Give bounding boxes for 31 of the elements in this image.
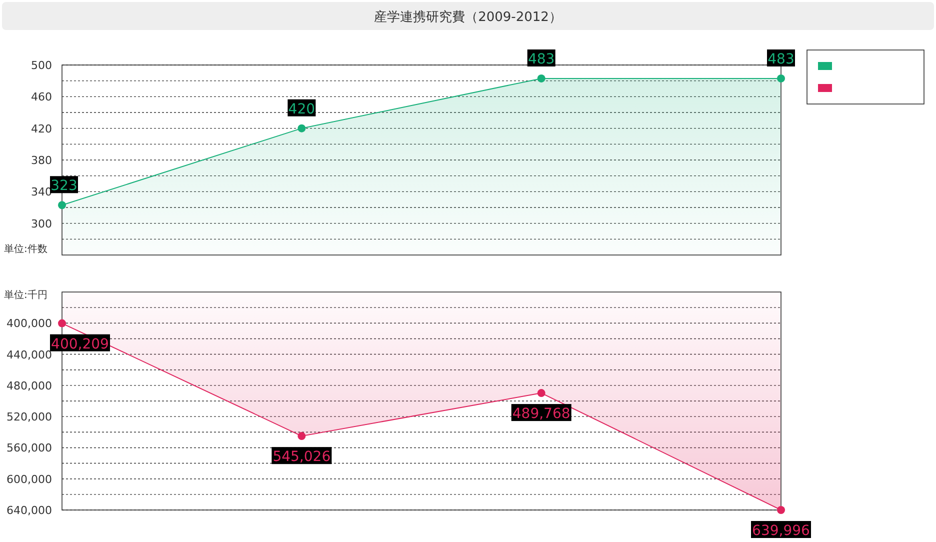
point — [777, 506, 785, 514]
y-tick-label: 380 — [31, 154, 52, 167]
point — [537, 389, 546, 398]
data-label: 545,026 — [272, 449, 331, 466]
point — [777, 74, 785, 82]
y-tick-label: 500 — [31, 59, 52, 72]
point — [298, 432, 306, 440]
text: 単位:件数 — [4, 243, 48, 255]
y-tick-label: 440,000 — [6, 348, 52, 362]
y-tick-label: 300 — [31, 217, 52, 230]
text: 単位:千円 — [4, 289, 48, 301]
chart-title: 産学連携研究費（2009-2012） — [374, 9, 562, 25]
point — [537, 74, 546, 82]
data-label: 639,996 — [752, 522, 810, 539]
data-label: 489,768 — [512, 406, 570, 422]
y-tick-label: 420 — [31, 122, 52, 136]
y-tick-label: 480,000 — [6, 379, 52, 392]
y-tick-label: 600,000 — [6, 472, 52, 486]
data-label: 420 — [288, 101, 316, 118]
data-label: 323 — [50, 178, 78, 194]
data-label: 400,209 — [51, 336, 109, 352]
y-tick-label: 640,000 — [6, 504, 52, 517]
point — [58, 319, 66, 328]
y-tick-label: 520,000 — [6, 410, 52, 424]
point — [58, 201, 66, 210]
point — [298, 124, 306, 132]
data-label: 483 — [528, 51, 555, 68]
y-tick-label: 400,000 — [6, 317, 52, 330]
y-tick-label: 460 — [31, 90, 52, 104]
y-tick-label: 560,000 — [6, 442, 52, 455]
data-label: 483 — [768, 51, 794, 68]
